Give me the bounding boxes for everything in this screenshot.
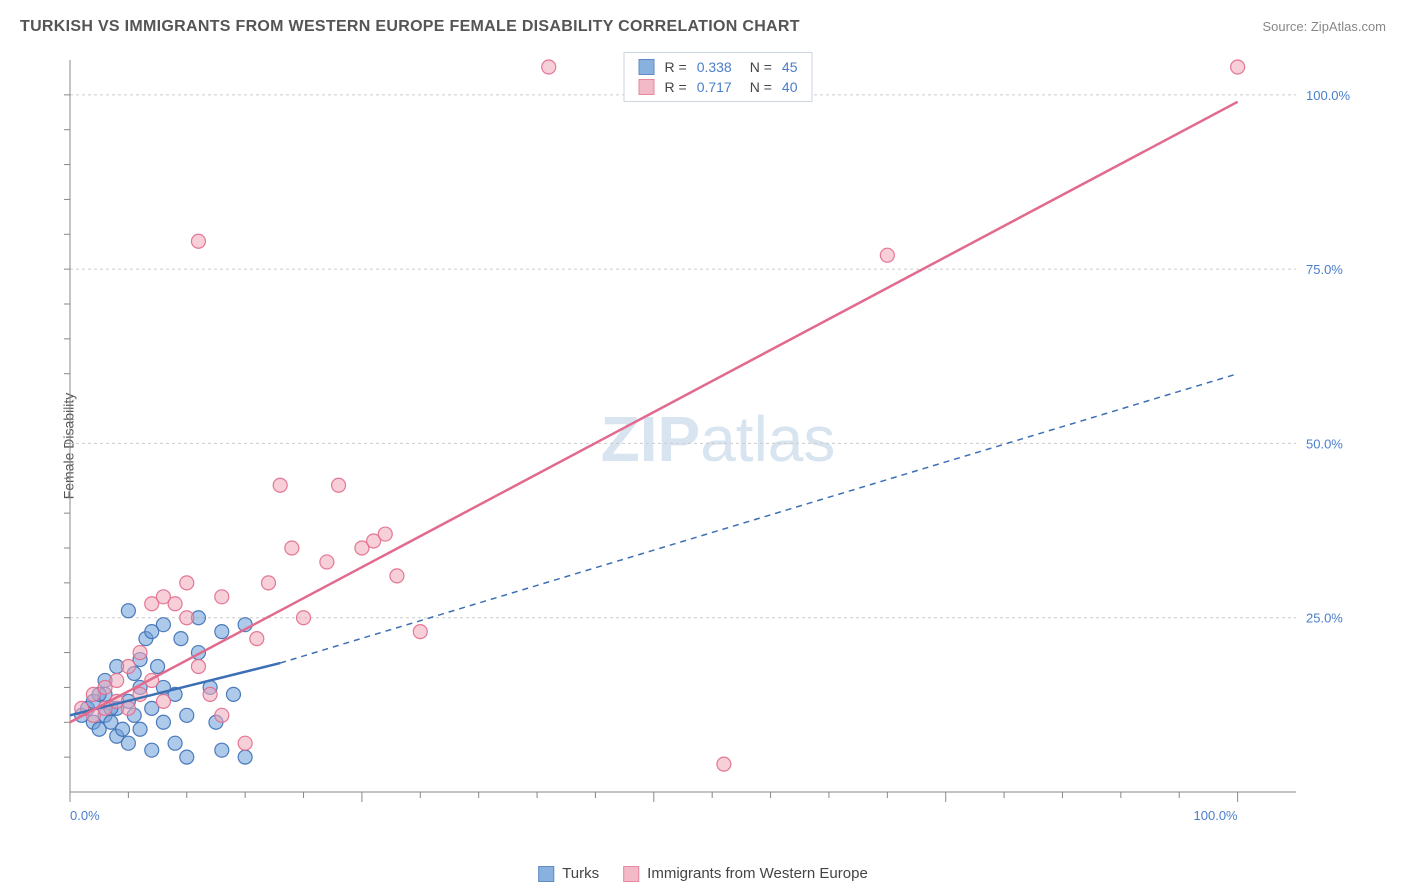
data-point xyxy=(116,722,130,736)
legend-swatch xyxy=(623,866,639,882)
data-point xyxy=(174,632,188,646)
r-label: R = xyxy=(665,59,687,75)
data-point xyxy=(297,611,311,625)
trend-line xyxy=(70,102,1238,722)
data-point xyxy=(191,660,205,674)
series-legend: Turks Immigrants from Western Europe xyxy=(538,865,868,882)
data-point xyxy=(215,625,229,639)
data-point xyxy=(168,736,182,750)
data-point xyxy=(191,234,205,248)
data-point xyxy=(133,722,147,736)
watermark: ZIPatlas xyxy=(601,403,836,475)
legend-label: Immigrants from Western Europe xyxy=(647,865,868,882)
data-point xyxy=(151,660,165,674)
stats-legend-row: R = 0.717 N = 40 xyxy=(639,77,798,97)
data-point xyxy=(180,576,194,590)
data-point xyxy=(121,736,135,750)
scatter-chart: ZIPatlas 25.0% 50.0% 75.0% 100.0% 0.0% 100.0% xyxy=(60,50,1376,832)
n-label: N = xyxy=(750,79,772,95)
y-tick-label: 75.0% xyxy=(1306,262,1343,277)
data-point xyxy=(320,555,334,569)
y-tick-label: 25.0% xyxy=(1306,611,1343,626)
data-point xyxy=(156,694,170,708)
data-point xyxy=(168,597,182,611)
stats-legend: R = 0.338 N = 45 R = 0.717 N = 40 xyxy=(624,52,813,102)
n-value: 40 xyxy=(782,79,798,95)
x-tick-label: 100.0% xyxy=(1194,808,1239,823)
data-point xyxy=(180,611,194,625)
data-point xyxy=(717,757,731,771)
data-point xyxy=(285,541,299,555)
r-value: 0.717 xyxy=(697,79,732,95)
chart-header: TURKISH VS IMMIGRANTS FROM WESTERN EUROP… xyxy=(20,18,1386,36)
data-point xyxy=(180,708,194,722)
data-point xyxy=(261,576,275,590)
source-attribution: Source: ZipAtlas.com xyxy=(1262,19,1386,34)
data-point xyxy=(180,750,194,764)
data-point xyxy=(226,687,240,701)
data-point xyxy=(1231,60,1245,74)
data-point xyxy=(273,478,287,492)
data-point xyxy=(121,604,135,618)
data-point xyxy=(542,60,556,74)
chart-container: R = 0.338 N = 45 R = 0.717 N = 40 ZIPatlas 25.0%… xyxy=(60,50,1376,832)
data-point xyxy=(390,569,404,583)
data-point xyxy=(203,687,217,701)
y-tick-label: 50.0% xyxy=(1306,436,1343,451)
stats-legend-row: R = 0.338 N = 45 xyxy=(639,57,798,77)
data-point xyxy=(156,715,170,729)
data-point xyxy=(215,743,229,757)
r-label: R = xyxy=(665,79,687,95)
data-point xyxy=(121,660,135,674)
legend-swatch xyxy=(639,59,655,75)
data-point xyxy=(250,632,264,646)
data-point xyxy=(413,625,427,639)
data-point xyxy=(110,673,124,687)
data-point xyxy=(378,527,392,541)
legend-label: Turks xyxy=(562,865,599,882)
y-tick-label: 100.0% xyxy=(1306,88,1351,103)
chart-title: TURKISH VS IMMIGRANTS FROM WESTERN EUROP… xyxy=(20,18,800,36)
data-point xyxy=(215,708,229,722)
legend-swatch xyxy=(639,79,655,95)
legend-item: Turks xyxy=(538,865,599,882)
data-point xyxy=(121,701,135,715)
data-point xyxy=(332,478,346,492)
x-tick-label: 0.0% xyxy=(70,808,100,823)
n-label: N = xyxy=(750,59,772,75)
data-point xyxy=(145,743,159,757)
n-value: 45 xyxy=(782,59,798,75)
legend-item: Immigrants from Western Europe xyxy=(623,865,868,882)
data-point xyxy=(238,750,252,764)
data-point xyxy=(880,248,894,262)
data-point xyxy=(133,646,147,660)
data-point xyxy=(215,590,229,604)
data-point xyxy=(145,625,159,639)
data-point xyxy=(238,736,252,750)
r-value: 0.338 xyxy=(697,59,732,75)
legend-swatch xyxy=(538,866,554,882)
